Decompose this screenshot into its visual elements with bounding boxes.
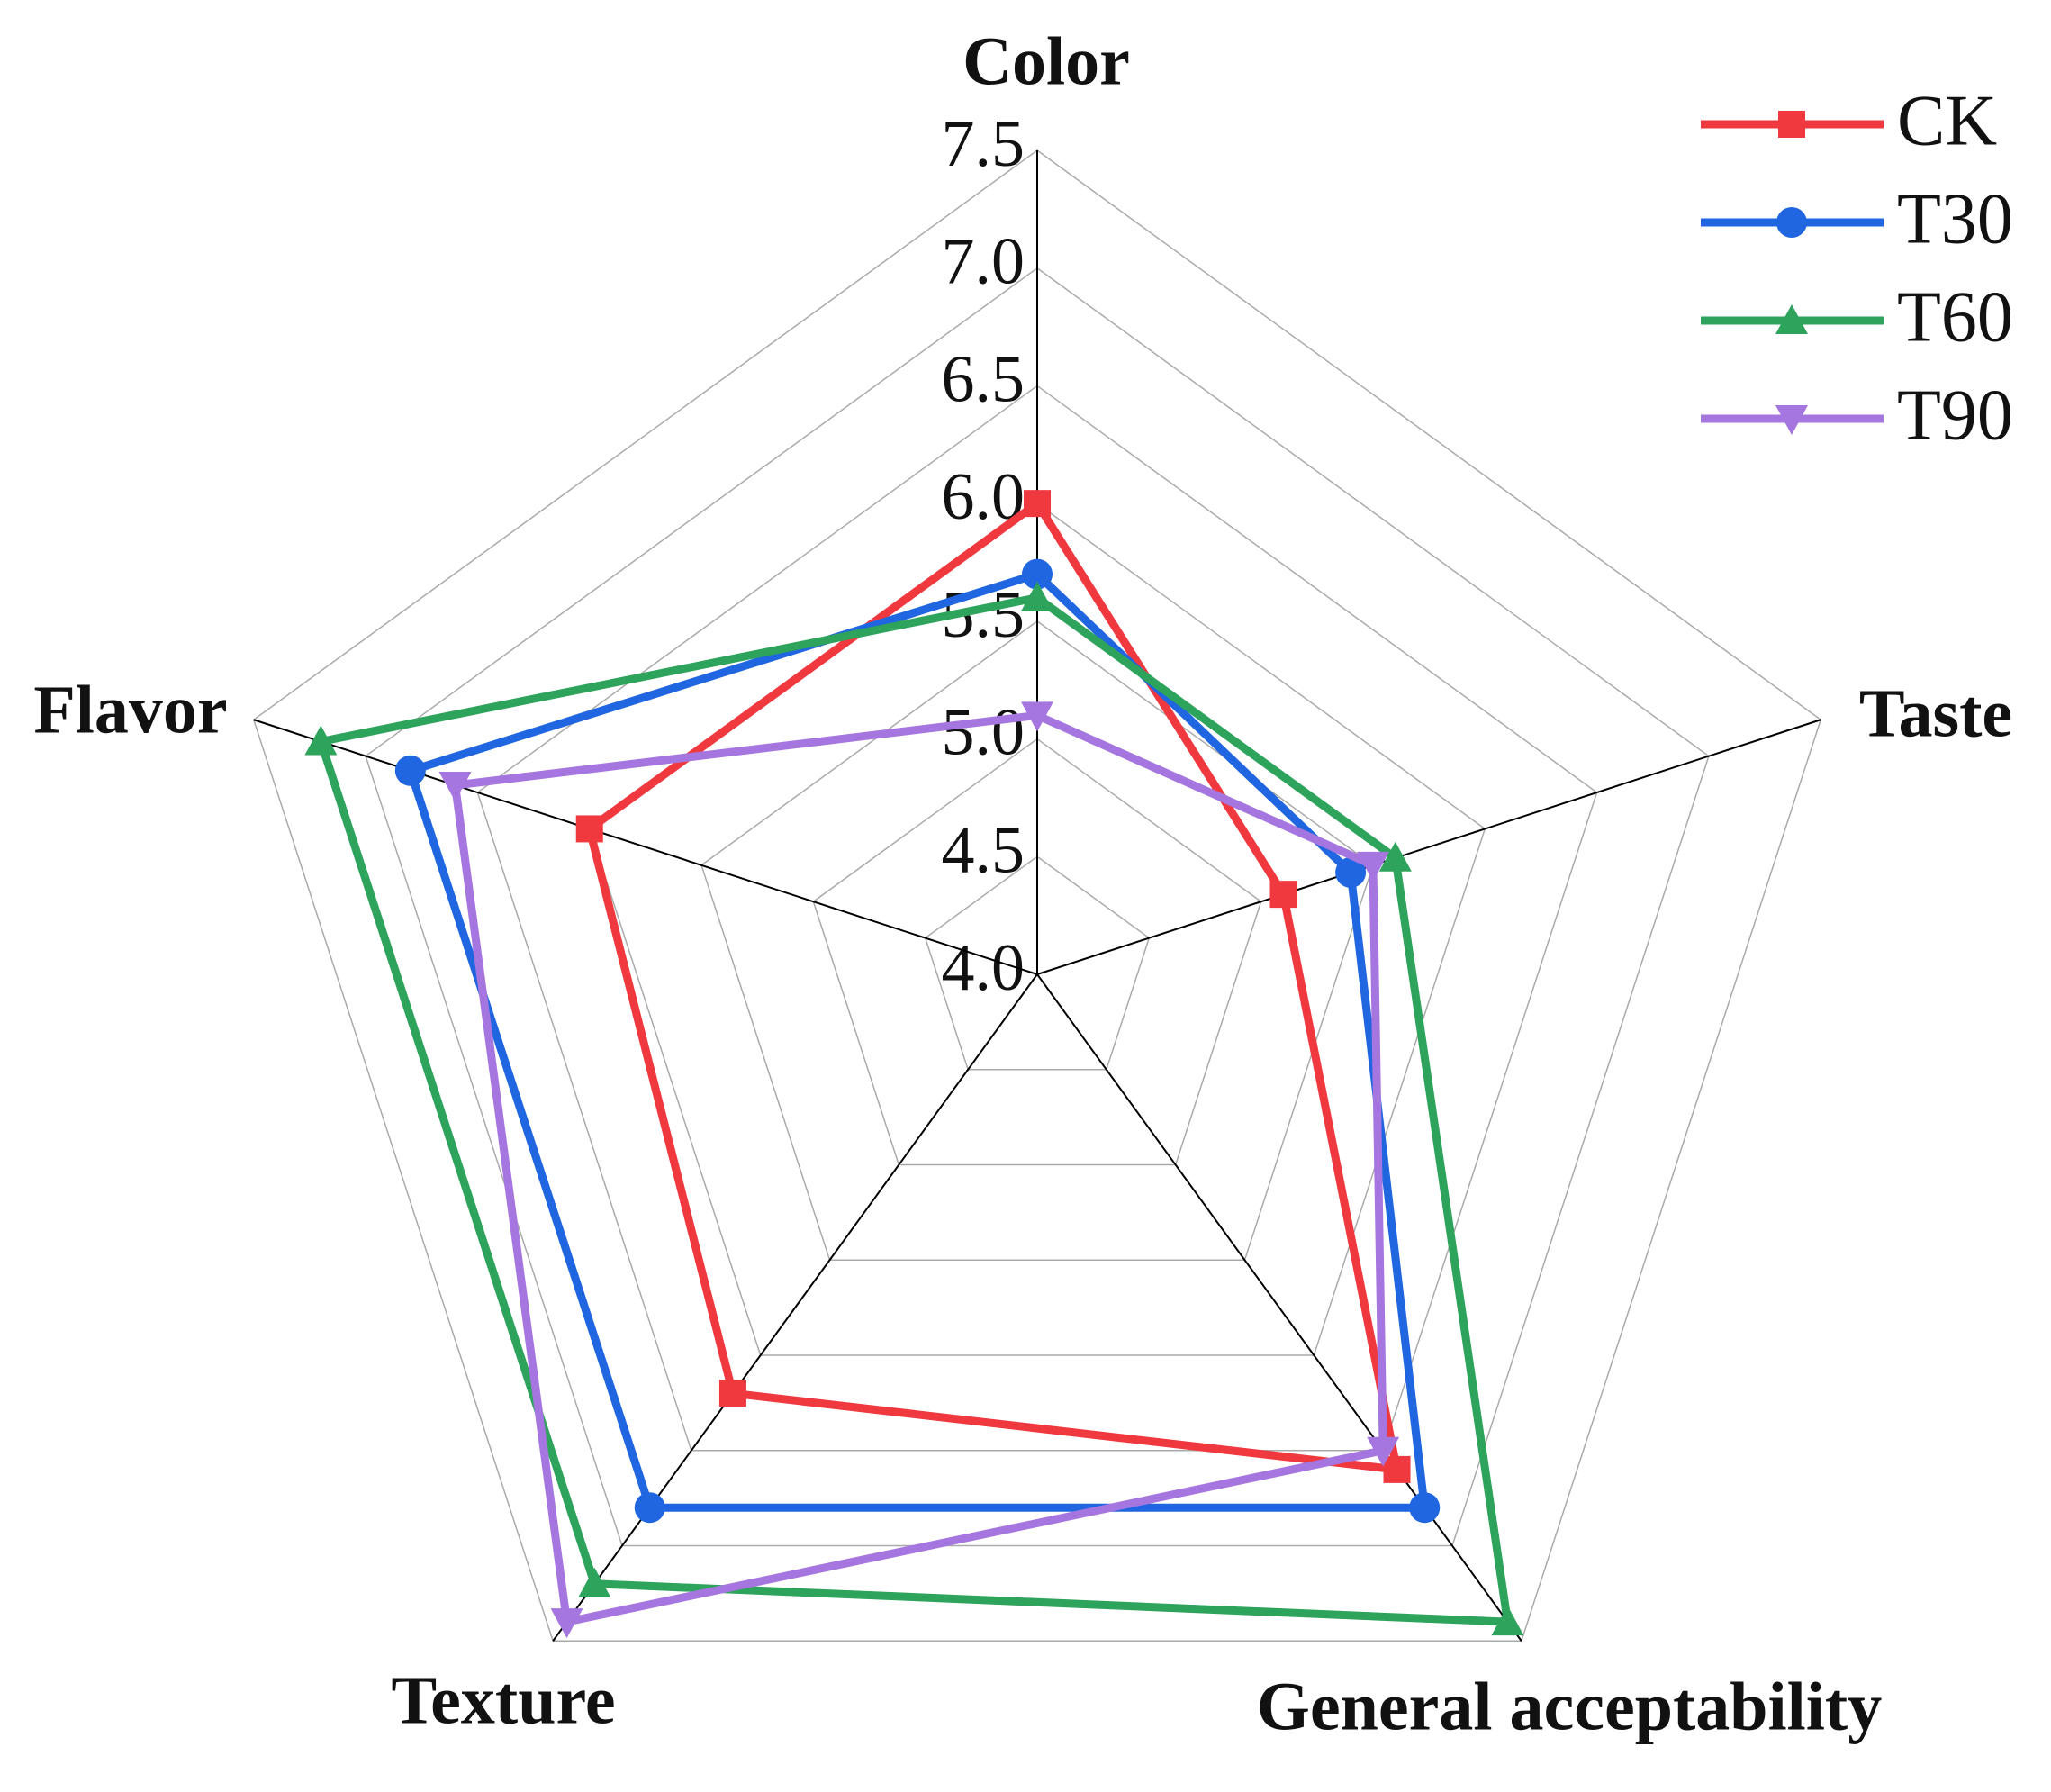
r-tick-label: 5.0 xyxy=(942,696,1026,770)
data-point xyxy=(304,725,338,756)
axis-line xyxy=(253,719,1038,975)
series-line xyxy=(450,710,1387,1627)
category-label: Color xyxy=(962,23,1130,99)
r-tick-label: 7.0 xyxy=(942,225,1026,299)
data-point xyxy=(1367,1436,1400,1467)
legend-label: T30 xyxy=(1897,179,2013,258)
legend-marker xyxy=(1775,304,1808,334)
data-point xyxy=(1409,1492,1441,1524)
legend-marker xyxy=(1778,111,1805,138)
legend-label: T60 xyxy=(1897,277,2013,357)
category-label: General acceptability xyxy=(1257,1669,1882,1744)
data-point xyxy=(1378,841,1412,872)
data-point xyxy=(1335,856,1367,888)
r-tick-label: 6.5 xyxy=(942,342,1026,416)
category-label: Texture xyxy=(391,1662,615,1738)
r-tick-label: 7.5 xyxy=(942,107,1026,181)
data-point xyxy=(1021,581,1053,611)
data-point xyxy=(1491,1606,1524,1636)
axis-line xyxy=(1036,973,1522,1642)
data-point xyxy=(1022,558,1053,590)
data-point xyxy=(394,755,426,786)
data-point xyxy=(1356,851,1389,882)
data-point xyxy=(1024,490,1051,518)
series-line xyxy=(315,593,1513,1626)
grid-ring xyxy=(812,738,1262,1166)
data-point xyxy=(550,1608,583,1639)
category-label: Taste xyxy=(1859,675,2012,751)
r-tick-label: 4.5 xyxy=(942,813,1026,887)
series-line xyxy=(405,569,1430,1512)
data-point xyxy=(1021,701,1053,732)
legend-label: T90 xyxy=(1897,376,2013,455)
category-label: Flavor xyxy=(33,672,227,747)
grid-ring xyxy=(476,385,1598,1452)
data-point xyxy=(1269,881,1297,909)
axis-line xyxy=(1036,719,1821,975)
axis-line xyxy=(552,973,1038,1642)
series-line xyxy=(584,497,1403,1475)
legend-marker xyxy=(1775,405,1808,435)
data-point xyxy=(1383,1455,1411,1483)
grid-ring xyxy=(924,855,1151,1071)
grid-ring xyxy=(252,149,1822,1643)
legend-marker xyxy=(1776,207,1807,238)
r-tick-label: 4.0 xyxy=(942,931,1026,1005)
data-point xyxy=(634,1492,665,1524)
grid-ring xyxy=(700,620,1374,1262)
data-point xyxy=(438,771,472,801)
grid-ring xyxy=(365,267,1710,1547)
data-point xyxy=(575,815,603,843)
data-point xyxy=(718,1380,746,1407)
data-point xyxy=(578,1567,611,1597)
legend-label: CK xyxy=(1897,81,1997,160)
